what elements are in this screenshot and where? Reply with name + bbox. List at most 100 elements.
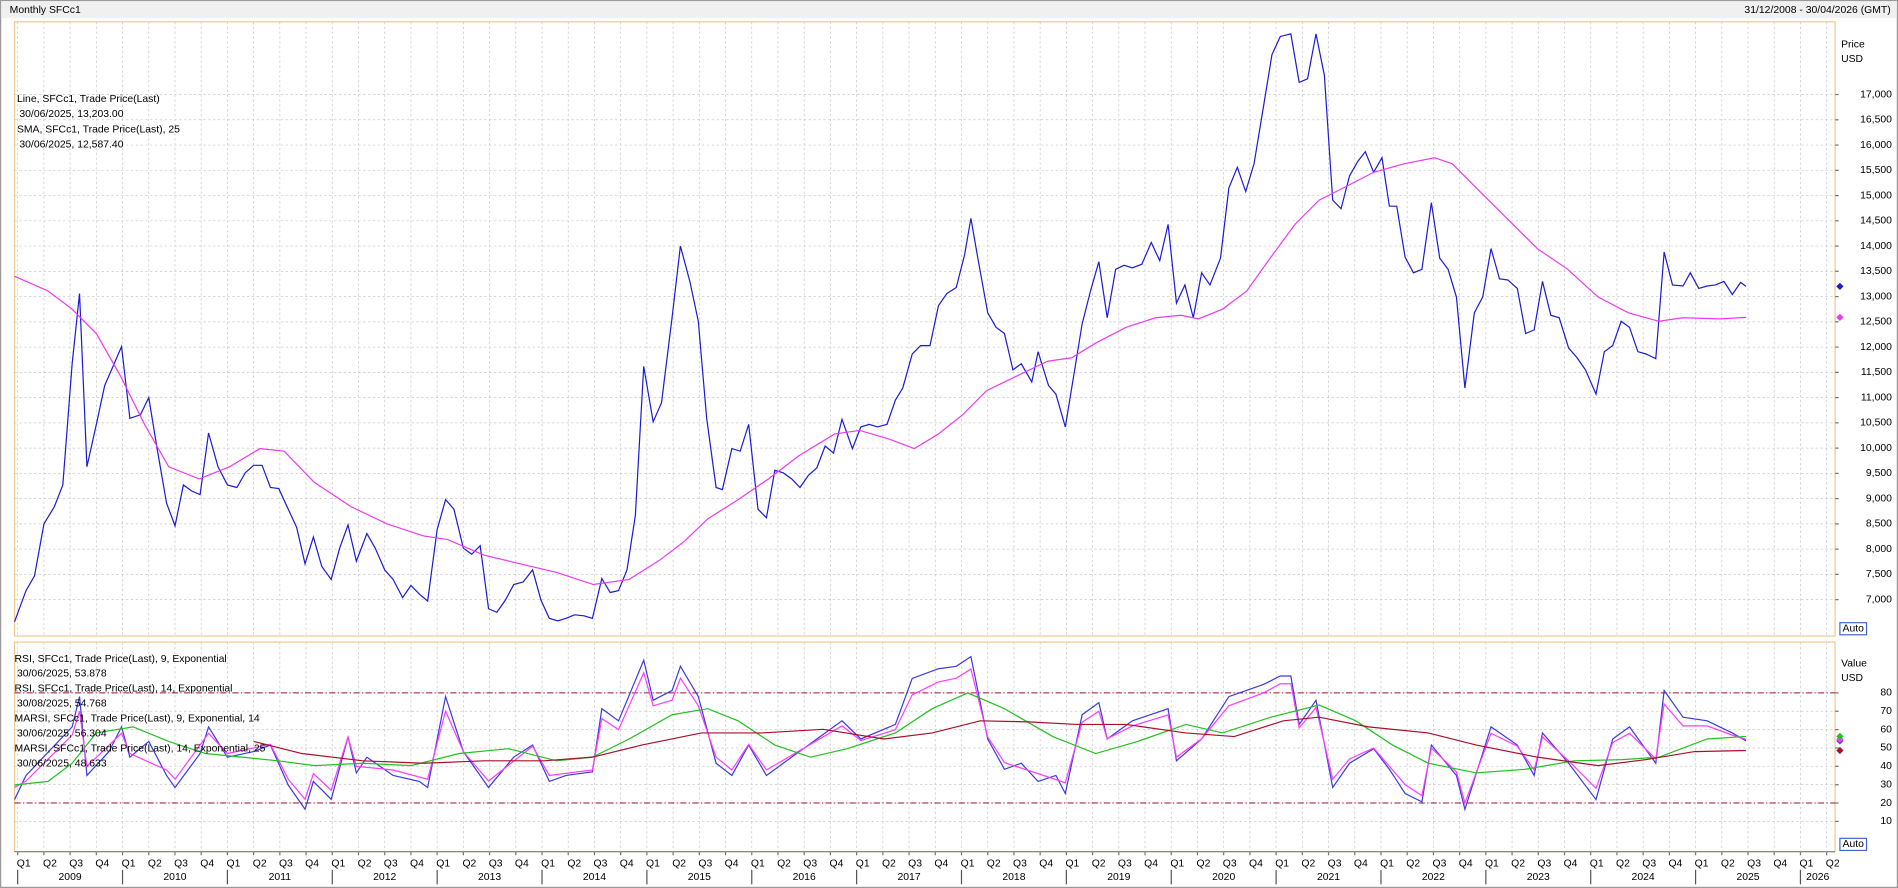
legend-last-value: 30/06/2025, 53.878: [17, 669, 107, 680]
year-label: 2012: [373, 872, 396, 883]
year-label: 2024: [1632, 872, 1655, 883]
legend-last-value: 30/06/2025, 56.304: [17, 729, 107, 740]
axis-unit: USD: [1841, 54, 1863, 65]
year-label: 2018: [1002, 872, 1025, 883]
legend-name: SMA, SFCc1, Trade Price(Last), 25: [17, 124, 180, 135]
x-tick-label: Q2: [1197, 859, 1211, 870]
year-label: 2017: [897, 872, 920, 883]
x-tick-label: Q2: [1616, 859, 1630, 870]
x-tick-label: Q4: [725, 859, 739, 870]
x-tick-label: Q2: [358, 859, 372, 870]
auto-label[interactable]: Auto: [1843, 623, 1865, 634]
x-tick-label: Q4: [1459, 859, 1473, 870]
y-tick-label: 15,000: [1860, 190, 1892, 201]
y-tick-label: 8,500: [1866, 519, 1892, 530]
legend-name: RSI, SFCc1, Trade Price(Last), 14, Expon…: [15, 684, 233, 695]
x-tick-label: Q1: [331, 859, 345, 870]
y-tick-label: 10: [1880, 816, 1892, 827]
x-tick-label: Q4: [95, 859, 109, 870]
x-tick-label: Q3: [279, 859, 293, 870]
axis-title: Value: [1841, 659, 1867, 670]
year-label: 2020: [1212, 872, 1235, 883]
x-tick-label: Q1: [1800, 859, 1814, 870]
y-tick-label: 13,500: [1860, 266, 1892, 277]
x-tick-label: Q1: [1275, 859, 1289, 870]
year-label: 2022: [1422, 872, 1445, 883]
series-line: [14, 668, 1747, 806]
x-tick-label: Q3: [803, 859, 817, 870]
y-tick-label: 11,000: [1861, 392, 1892, 403]
y-tick-label: 12,500: [1860, 317, 1892, 328]
y-tick-label: 60: [1880, 724, 1892, 735]
y-tick-label: 50: [1880, 743, 1892, 754]
series-line: [14, 157, 1746, 586]
x-tick-label: Q1: [122, 859, 136, 870]
x-tick-label: Q3: [1642, 859, 1656, 870]
x-tick-label: Q3: [69, 859, 83, 870]
year-label: 2026: [1806, 872, 1829, 883]
auto-label[interactable]: Auto: [1843, 839, 1865, 850]
price-panel: [13, 21, 1836, 637]
year-label: 2021: [1317, 872, 1340, 883]
x-tick-label: Q3: [1537, 859, 1551, 870]
x-tick-label: Q2: [987, 859, 1001, 870]
header-bar: [1, 1, 1897, 19]
legend-last-value: 30/08/2025, 54.768: [17, 699, 107, 710]
year-label: 2025: [1736, 872, 1759, 883]
indicator-panel: [13, 641, 1836, 853]
x-tick-label: Q2: [1721, 859, 1735, 870]
y-tick-label: 12,000: [1860, 342, 1892, 353]
x-tick-label: Q4: [1668, 859, 1682, 870]
y-tick-label: 14,500: [1860, 216, 1892, 227]
header-title: Monthly SFCc1: [10, 5, 81, 16]
axis-title: Price: [1841, 40, 1865, 51]
year-label: 2013: [478, 872, 501, 883]
last-value-marker: [1836, 746, 1844, 755]
legend-name: RSI, SFCc1, Trade Price(Last), 9, Expone…: [15, 654, 227, 665]
x-tick-label: Q1: [961, 859, 975, 870]
y-tick-label: 16,500: [1860, 115, 1892, 126]
year-label: 2014: [583, 872, 606, 883]
x-tick-label: Q4: [305, 859, 319, 870]
x-tick-label: Q3: [384, 859, 398, 870]
legend-name: MARSI, SFCc1, Trade Price(Last), 9, Expo…: [15, 714, 260, 725]
x-tick-label: Q1: [646, 859, 660, 870]
x-tick-label: Q4: [1039, 859, 1053, 870]
series-line: [13, 655, 1747, 812]
x-tick-label: Q2: [777, 859, 791, 870]
x-tick-label: Q1: [17, 859, 31, 870]
y-tick-label: 16,000: [1860, 140, 1892, 151]
x-tick-label: Q3: [594, 859, 608, 870]
x-tick-label: Q2: [148, 859, 162, 870]
y-tick-label: 70: [1880, 706, 1892, 717]
y-tick-label: 9,000: [1866, 493, 1892, 504]
y-tick-label: 30: [1880, 779, 1892, 790]
y-tick-label: 8,000: [1866, 544, 1892, 555]
y-tick-label: 7,500: [1866, 569, 1892, 580]
x-tick-label: Q1: [1170, 859, 1184, 870]
x-tick-label: Q2: [43, 859, 57, 870]
year-label: 2015: [688, 872, 711, 883]
x-tick-label: Q4: [620, 859, 634, 870]
year-label: 2009: [59, 872, 82, 883]
x-tick-label: Q1: [227, 859, 241, 870]
auto-button[interactable]: [1839, 837, 1868, 852]
x-tick-label: Q3: [1433, 859, 1447, 870]
y-tick-label: 15,500: [1860, 165, 1892, 176]
legend-last-value: 30/06/2025, 13,203.00: [19, 109, 123, 120]
header-range: 31/12/2008 - 30/04/2026 (GMT): [1744, 5, 1890, 16]
x-tick-label: Q4: [1773, 859, 1787, 870]
y-tick-label: 14,000: [1860, 241, 1892, 252]
x-tick-label: Q4: [1144, 859, 1158, 870]
x-tick-label: Q2: [462, 859, 476, 870]
auto-button[interactable]: [1839, 622, 1868, 636]
x-tick-label: Q4: [830, 859, 844, 870]
x-tick-label: Q3: [908, 859, 922, 870]
year-label: 2011: [269, 872, 292, 883]
y-tick-label: 7,000: [1866, 594, 1892, 605]
y-tick-label: 20: [1880, 798, 1892, 809]
x-tick-label: Q3: [1223, 859, 1237, 870]
legend-name: MARSI, SFCc1, Trade Price(Last), 14, Exp…: [15, 744, 266, 755]
